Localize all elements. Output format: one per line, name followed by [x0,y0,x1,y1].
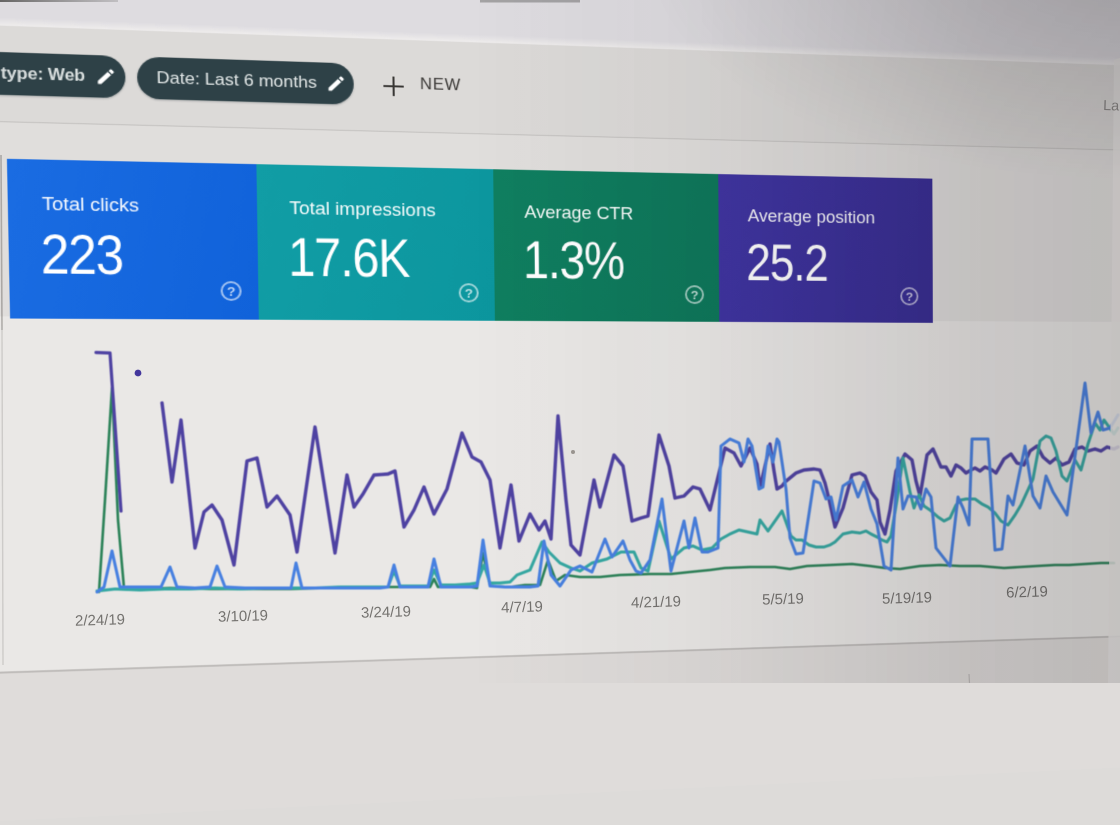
svg-text:4/21/19: 4/21/19 [631,593,682,611]
svg-text:5/19/19: 5/19/19 [882,589,933,607]
svg-text:5/5/19: 5/5/19 [762,590,804,608]
svg-text:3/24/19: 3/24/19 [361,603,412,621]
svg-text:4/7/19: 4/7/19 [501,598,543,616]
svg-text:2/24/19: 2/24/19 [75,611,126,629]
svg-text:La: La [1103,98,1120,115]
svg-text:3/10/19: 3/10/19 [218,607,269,625]
svg-text:6/2/19: 6/2/19 [1006,583,1048,601]
